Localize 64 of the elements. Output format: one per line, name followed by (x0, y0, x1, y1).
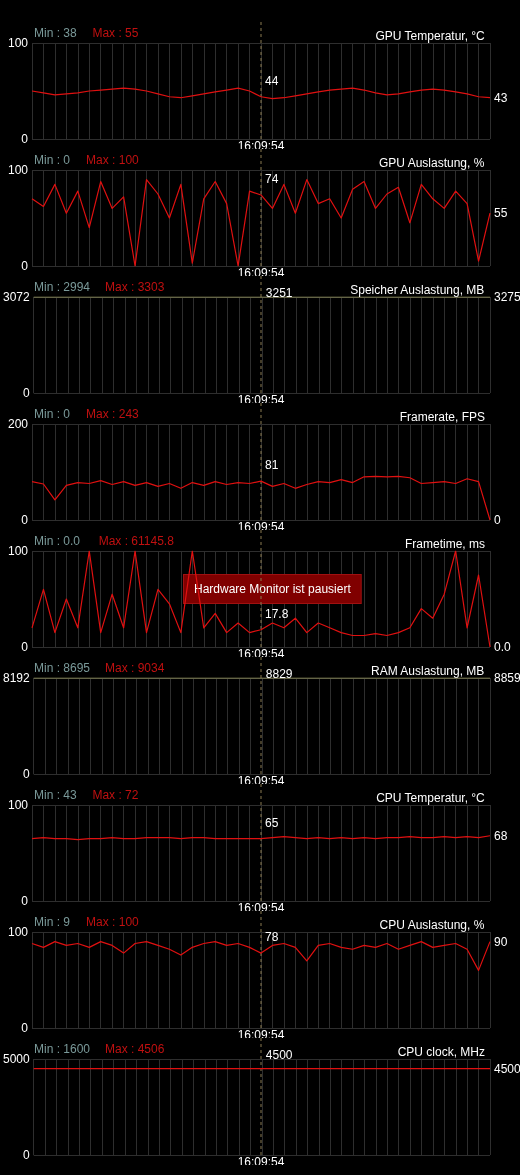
text: 8859 (494, 671, 520, 685)
chart-title: Frametime, ms (405, 537, 486, 551)
text: 0.0 (494, 640, 512, 654)
text: 4500 (494, 1061, 520, 1076)
annotation: 44 (265, 73, 279, 88)
text: Max : 72 (92, 788, 139, 802)
text: Max : 61145.8 (98, 534, 175, 548)
y-tick-label: 0 (23, 1148, 31, 1162)
y-tick-label: 200 (7, 417, 29, 431)
text: Max : 55 (92, 26, 139, 40)
text: Max : 9034 (105, 661, 165, 675)
text: Min : 0 (34, 407, 71, 421)
text: Min : 0.0 (34, 534, 81, 548)
y-tick-label: 0 (21, 894, 29, 908)
annotation: 3251 (265, 286, 293, 300)
chart-title: GPU Temperatur, °C (375, 29, 486, 43)
y-tick-label: 0 (21, 1021, 29, 1035)
text: Min : 43 (34, 788, 78, 802)
text: Max : 3303 (105, 280, 165, 294)
text: Max : 243 (86, 407, 140, 421)
text: Min : 38 (34, 26, 78, 40)
y-tick-label: 0 (23, 767, 31, 781)
y-tick-label: 100 (7, 544, 29, 558)
annotation: 74 (265, 171, 279, 186)
text: Min : 2994 (34, 280, 91, 294)
annotation: 78 (265, 930, 279, 945)
chart-title: Framerate, FPS (399, 410, 486, 424)
text: 0 (494, 513, 501, 527)
y-tick-label: 100 (7, 36, 29, 50)
y-tick-label: 100 (7, 925, 29, 939)
annotation: 81 (265, 458, 279, 473)
y-tick-label: 0 (21, 513, 29, 527)
text: 55 (494, 206, 508, 221)
text: Max : 100 (86, 915, 140, 929)
chart-title: Speicher Auslastung, MB (350, 283, 485, 297)
text: Min : 0 (34, 153, 71, 167)
text: Max : 100 (86, 153, 140, 167)
y-tick-label: 3072 (2, 290, 31, 304)
y-tick-label: 0 (21, 132, 29, 146)
text: Min : 8695 (34, 661, 91, 675)
chart-title: RAM Auslastung, MB (370, 664, 485, 678)
y-tick-label: 0 (23, 386, 31, 400)
annotation: 65 (265, 815, 279, 830)
text: 68 (494, 828, 508, 843)
text: Min : 9 (34, 915, 71, 929)
text: Min : 1600 (34, 1042, 91, 1056)
chart-title: CPU Auslastung, % (379, 918, 485, 932)
text: Max : 4506 (105, 1042, 165, 1056)
annotation: Hardware Monitor ist pausiert (194, 582, 352, 596)
y-tick-label: 0 (21, 259, 29, 273)
chart-title: CPU Temperatur, °C (376, 791, 486, 805)
annotation: 8829 (265, 667, 293, 681)
y-tick-label: 0 (21, 640, 29, 654)
text: 3275 (494, 290, 520, 304)
chart-title: GPU Auslastung, % (378, 156, 485, 170)
chart-title: CPU clock, MHz (397, 1045, 485, 1059)
y-tick-label: 5000 (2, 1052, 31, 1066)
y-tick-label: 100 (7, 798, 29, 812)
annotation: 4500 (265, 1048, 293, 1062)
text: 43 (494, 90, 508, 105)
annotation: 17.8 (265, 606, 289, 621)
y-tick-label: 8192 (2, 671, 31, 685)
text: 90 (494, 934, 508, 949)
y-tick-label: 100 (7, 163, 29, 177)
